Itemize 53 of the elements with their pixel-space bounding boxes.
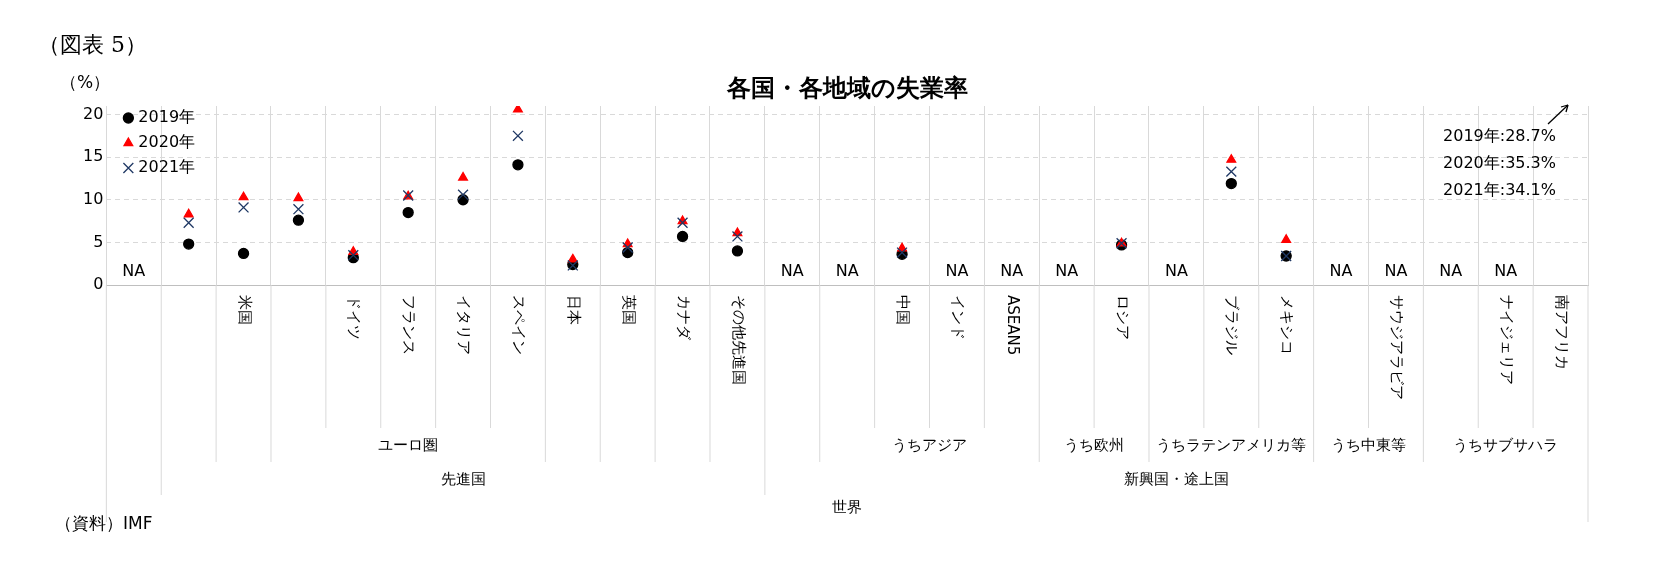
text: うちアジア: [891, 435, 967, 454]
x-tick-label: ドイツ: [345, 295, 364, 340]
legend-label: 2020年: [138, 132, 196, 152]
x-tick-label: イタリア: [455, 295, 474, 355]
text: うち中東等: [1331, 435, 1406, 454]
x-tick-label: 南アフリカ: [1552, 295, 1571, 370]
y-tick-label: 20: [83, 103, 104, 123]
text: NA: [1494, 261, 1518, 281]
x-tick-label: インド: [949, 295, 968, 340]
text: 先進国: [440, 469, 486, 488]
text: （図表 5）: [38, 31, 147, 57]
annotation: 2021年:34.1%: [1443, 180, 1556, 200]
text: NA: [1055, 261, 1079, 281]
text: （資料）IMF: [55, 513, 153, 534]
y-tick-label: 10: [83, 188, 104, 208]
y-axis-title: （%）: [60, 72, 111, 93]
y-tick-label: 15: [83, 146, 104, 166]
text: NA: [1164, 261, 1188, 281]
text: NA: [1329, 261, 1353, 281]
text: NA: [945, 261, 969, 281]
text: NA: [1000, 261, 1024, 281]
chart-title: 各国・各地域の失業率: [725, 74, 968, 103]
text: ユーロ圏: [378, 435, 439, 454]
x-tick-label: ロシア: [1113, 295, 1132, 340]
legend-label: 2021年: [138, 157, 196, 177]
text: 新興国・途上国: [1123, 469, 1229, 488]
text: NA: [1384, 261, 1408, 281]
y-tick-label: 0: [93, 274, 104, 294]
text: うち欧州: [1064, 435, 1125, 454]
x-tick-label: サウジアラビア: [1388, 295, 1407, 400]
x-tick-label: 日本: [564, 295, 583, 325]
x-tick-label: ブラジル: [1223, 295, 1242, 355]
x-tick-label: 中国: [894, 295, 913, 325]
x-tick-label: フランス: [400, 295, 419, 355]
text: NA: [1439, 261, 1463, 281]
text: NA: [835, 261, 859, 281]
text: NA: [122, 261, 146, 281]
x-tick-label: スペイン: [510, 295, 529, 355]
x-tick-label: カナダ: [674, 295, 693, 341]
x-tick-label: その他先進国: [729, 295, 748, 385]
annotation: 2019年:28.7%: [1443, 126, 1556, 146]
legend-label: 2019年: [138, 107, 196, 127]
y-tick-label: 5: [93, 231, 104, 251]
annotation: 2020年:35.3%: [1443, 153, 1556, 173]
text: うちサブサハラ: [1453, 435, 1559, 454]
x-tick-label: 米国: [235, 295, 254, 325]
x-tick-label: メキシコ: [1278, 295, 1297, 355]
x-tick-label: ASEAN5: [1003, 295, 1022, 356]
text: うちラテンアメリカ等: [1156, 435, 1307, 454]
text: 世界: [832, 497, 863, 516]
x-tick-label: ナイジェリア: [1497, 295, 1516, 385]
x-tick-label: 英国: [619, 295, 638, 325]
text: NA: [780, 261, 804, 281]
